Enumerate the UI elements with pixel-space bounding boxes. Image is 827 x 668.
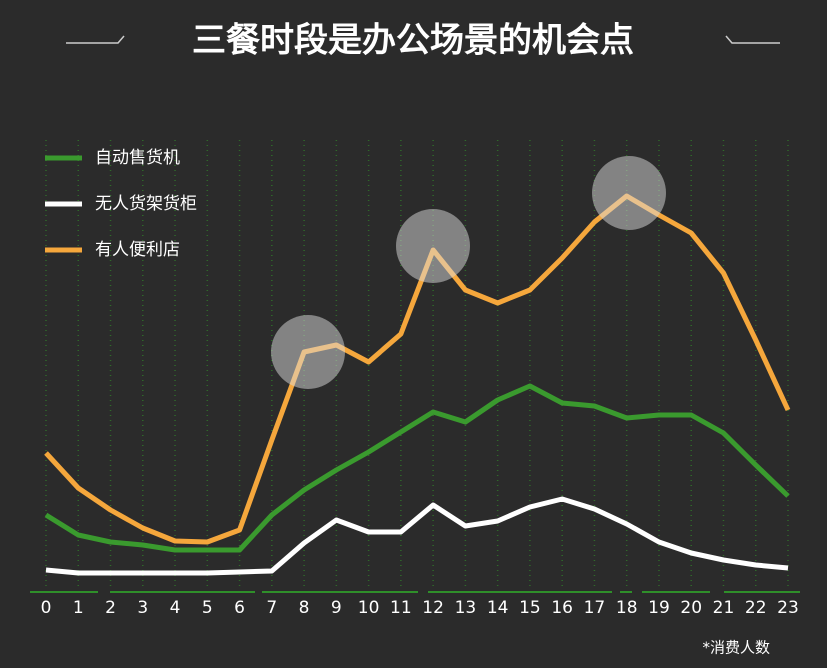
highlight: [396, 209, 470, 283]
legend-label: 无人货架货柜: [95, 194, 197, 214]
x-tick-label: 8: [299, 598, 310, 618]
series-line: [45, 496, 789, 576]
x-tick-label: 1: [73, 598, 84, 618]
x-tick-label: 12: [422, 598, 444, 618]
x-tick-label: 14: [487, 598, 509, 618]
x-tick-label: 18: [616, 598, 638, 618]
x-tick-label: 23: [777, 598, 799, 618]
legend-label: 有人便利店: [95, 240, 180, 260]
x-tick-label: 15: [519, 598, 541, 618]
lines: [44, 193, 791, 576]
x-tick-label: 5: [202, 598, 213, 618]
x-tick-label: 22: [745, 598, 767, 618]
x-tick-label: 20: [680, 598, 702, 618]
x-tick-label: 3: [137, 598, 148, 618]
x-tick-label: 13: [455, 598, 477, 618]
x-tick-label: 21: [713, 598, 735, 618]
title-decoration: [66, 35, 125, 44]
series-line: [44, 383, 790, 553]
x-tick-label: 2: [105, 598, 116, 618]
x-tick-label: 11: [390, 598, 412, 618]
footnote: *消费人数: [702, 639, 770, 657]
title-decoration: [725, 35, 780, 44]
legend-label: 自动售货机: [95, 148, 180, 168]
x-tick-label: 17: [584, 598, 606, 618]
series-line: [44, 193, 791, 545]
x-tick-label: 9: [331, 598, 342, 618]
chart-title: 三餐时段是办公场景的机会点: [192, 21, 634, 61]
x-tick-label: 6: [234, 598, 245, 618]
highlight: [592, 156, 666, 230]
x-tick-label: 19: [648, 598, 670, 618]
x-tick-label: 10: [358, 598, 380, 618]
x-tick-label: 16: [551, 598, 573, 618]
x-tick-label: 7: [266, 598, 277, 618]
highlight: [271, 315, 345, 389]
x-tick-label: 4: [170, 598, 181, 618]
x-tick-label: 0: [41, 598, 52, 618]
